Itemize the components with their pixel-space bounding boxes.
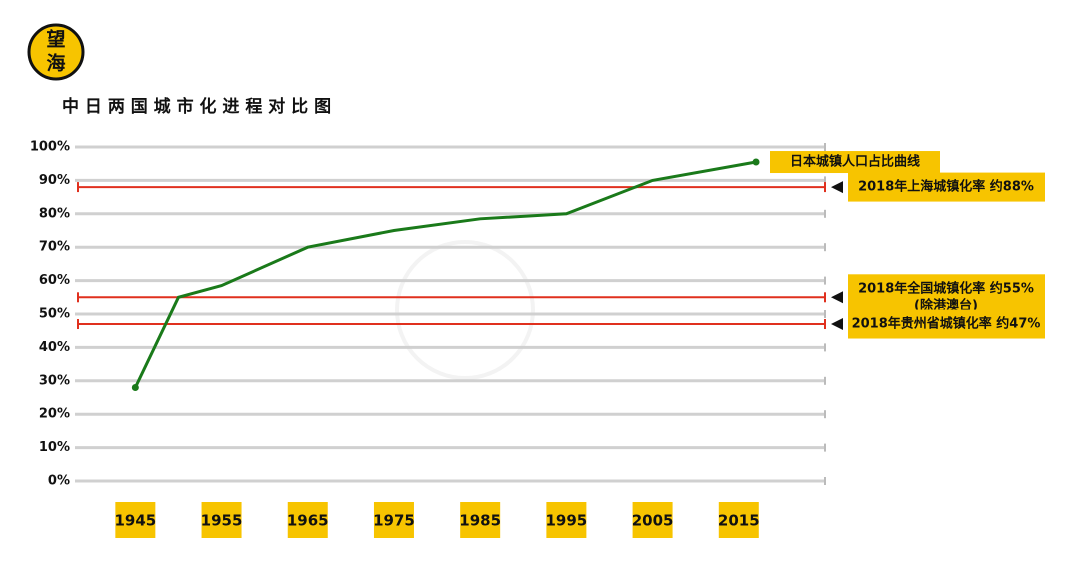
ref-arrow <box>831 291 843 304</box>
logo-char: 海 <box>46 52 65 75</box>
chart-title: 中 日 两 国 城 市 化 进 程 对 比 图 <box>62 96 331 117</box>
line <box>133 160 757 389</box>
y-tick-label: 60% <box>39 273 70 288</box>
ref-label-box <box>848 309 1045 339</box>
y-tick-label: 50% <box>39 307 70 322</box>
end-point <box>131 383 139 391</box>
ref-arrow <box>831 318 843 331</box>
x-tick-label: 1945 <box>114 512 156 530</box>
y-tick-label: 20% <box>39 407 70 422</box>
logo-badge <box>27 23 85 81</box>
logo-char: 望 <box>46 28 65 51</box>
y-tick-label: 40% <box>39 340 70 355</box>
watermark <box>395 240 535 380</box>
y-tick-label: 80% <box>39 206 70 221</box>
x-tick-label: 1975 <box>373 512 415 530</box>
ref-label: 2018年上海城镇化率 约88% <box>858 179 1034 195</box>
x-tick-box <box>546 502 587 538</box>
x-tick-box <box>718 502 759 538</box>
x-tick-box <box>373 502 414 538</box>
ref-label-box <box>848 172 1045 202</box>
x-tick-label: 1965 <box>287 512 329 530</box>
y-tick-label: 100% <box>30 140 70 155</box>
ref-label: 2018年贵州省城镇化率 约47% <box>852 316 1041 332</box>
x-tick-box <box>115 502 156 538</box>
x-tick-label: 2015 <box>718 512 760 530</box>
ref-label: 2018年全国城镇化率 约55% <box>858 280 1034 296</box>
x-tick-label: 1985 <box>459 512 501 530</box>
legend-label: 日本城镇人口占比曲线 <box>790 154 920 170</box>
x-tick-box <box>287 502 328 538</box>
end-point <box>752 158 760 166</box>
y-tick-label: 10% <box>39 440 70 455</box>
y-tick-label: 70% <box>39 240 70 255</box>
x-tick-box <box>632 502 673 538</box>
ref-label: (除港澳台) <box>914 297 978 313</box>
y-tick-label: 90% <box>39 173 70 188</box>
y-tick-label: 30% <box>39 373 70 388</box>
ref-arrow <box>831 181 843 194</box>
x-tick-label: 1995 <box>546 512 588 530</box>
x-tick-box <box>201 502 242 538</box>
legend-box <box>770 151 940 174</box>
x-tick-label: 2005 <box>632 512 674 530</box>
x-tick-box <box>460 502 501 538</box>
x-tick-label: 1955 <box>201 512 243 530</box>
y-tick-label: 0% <box>48 474 70 489</box>
